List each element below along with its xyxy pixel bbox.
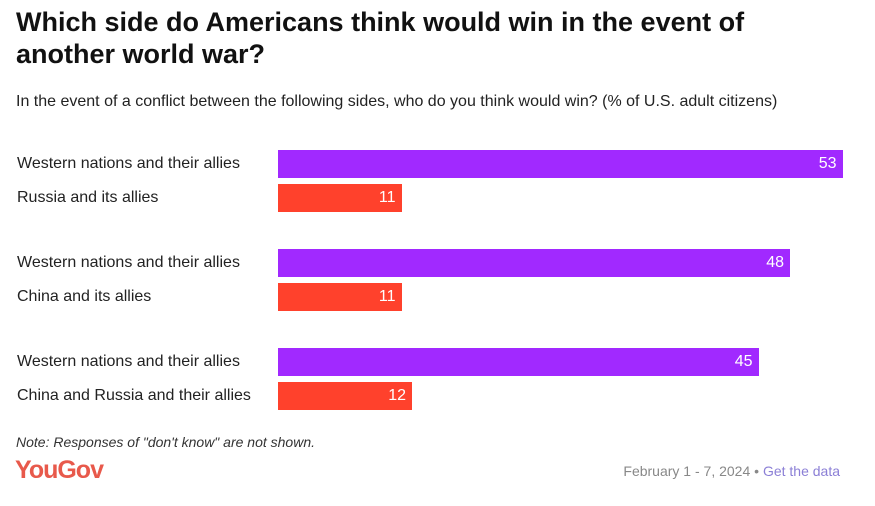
data-label: 11	[378, 189, 396, 206]
chart-title: Which side do Americans think would win …	[16, 7, 745, 69]
note: Note: Responses of "don't know" are not …	[16, 434, 316, 450]
bar-opponent: 11	[278, 184, 402, 212]
bar-label: China and its allies	[17, 288, 152, 305]
bar-label: Western nations and their allies	[17, 155, 240, 172]
bar-western: 45	[278, 348, 759, 376]
bar-opponent: 12	[278, 382, 412, 410]
separator: •	[754, 463, 760, 479]
data-label: 45	[734, 353, 753, 370]
data-label: 53	[818, 155, 837, 172]
chart-subtitle: In the event of a conflict between the f…	[16, 93, 778, 110]
bar-opponent: 11	[278, 283, 402, 311]
bar-label: Russia and its allies	[17, 189, 159, 206]
bar-label: Western nations and their allies	[17, 353, 240, 370]
bar-western: 48	[278, 249, 790, 277]
yougov-logo: YouGov	[15, 456, 104, 484]
bar-western: 53	[278, 150, 843, 178]
footer: February 1 - 7, 2024 • Get the data	[623, 463, 840, 479]
bar-label: China and Russia and their allies	[17, 387, 251, 404]
get-data-link[interactable]: Get the data	[762, 463, 840, 479]
bar-label: Western nations and their allies	[17, 254, 240, 271]
data-label: 48	[766, 254, 784, 271]
data-label: 11	[378, 288, 396, 305]
date-range: February 1 - 7, 2024	[623, 463, 751, 479]
data-label: 12	[388, 387, 406, 404]
